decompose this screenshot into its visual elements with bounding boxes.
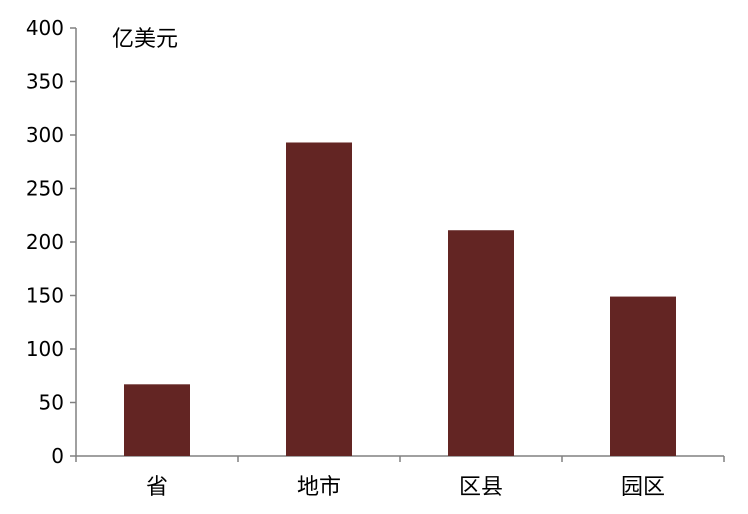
y-tick-label: 150 bbox=[26, 284, 64, 308]
y-tick-label: 200 bbox=[26, 230, 64, 254]
x-ticks: 省 地市 区县 园区 bbox=[75, 456, 725, 500]
y-tick-label: 50 bbox=[39, 391, 64, 415]
bar-1 bbox=[124, 384, 190, 456]
bar-2 bbox=[286, 142, 352, 457]
y-tick-label: 100 bbox=[26, 337, 64, 361]
y-tick-label: 250 bbox=[26, 177, 64, 201]
y-axis: 0 50 100 150 200 250 300 350 400 bbox=[26, 16, 77, 468]
y-tick-label: 300 bbox=[26, 123, 64, 147]
y-ticks: 0 50 100 150 200 250 300 350 400 bbox=[26, 16, 76, 468]
x-category-label: 省 bbox=[146, 475, 168, 500]
x-axis: 省 地市 区县 园区 bbox=[75, 455, 725, 500]
y-tick-label: 350 bbox=[26, 70, 64, 94]
y-tick-label: 400 bbox=[26, 16, 64, 40]
bars bbox=[124, 142, 676, 457]
x-category-label: 区县 bbox=[459, 475, 503, 500]
y-tick-label: 0 bbox=[51, 444, 64, 468]
bar-4 bbox=[610, 296, 676, 456]
x-category-label: 地市 bbox=[297, 475, 341, 500]
x-category-label: 园区 bbox=[621, 475, 665, 500]
bar-3 bbox=[448, 230, 514, 456]
unit-label: 亿美元 bbox=[112, 27, 178, 52]
